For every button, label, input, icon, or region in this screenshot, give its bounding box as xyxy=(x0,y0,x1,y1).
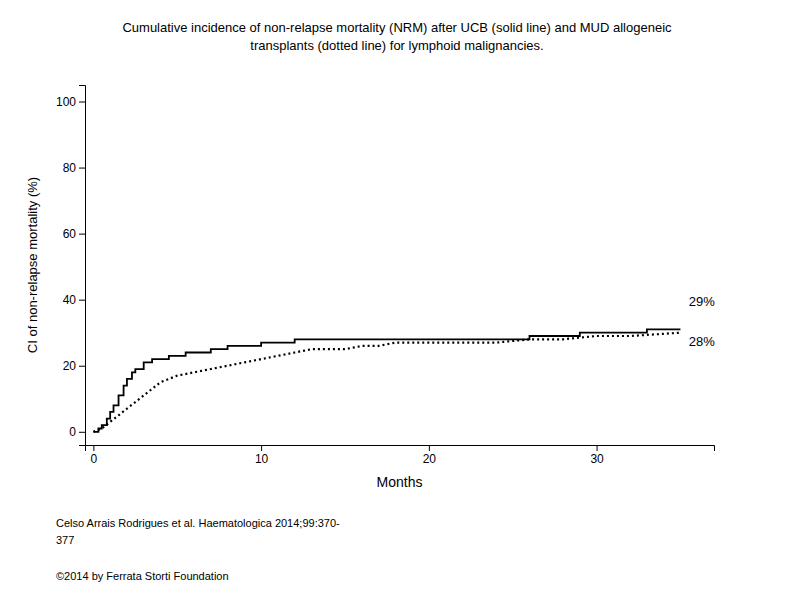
y-axis-label: CI of non-relapse mortality (%) xyxy=(25,177,40,353)
y-tick: 80 xyxy=(63,161,85,175)
x-tick-mark xyxy=(93,445,94,451)
y-axis-line xyxy=(79,86,86,446)
caption: 377 xyxy=(56,534,74,546)
line xyxy=(93,329,680,431)
annotation: 29% xyxy=(689,294,715,309)
x-axis-label: Months xyxy=(377,474,423,490)
title: transplants (dotted line) for lymphoid m… xyxy=(250,38,543,53)
y-tick-mark xyxy=(79,432,85,433)
series-group xyxy=(93,329,680,431)
caption: Celso Arrais Rodrigues et al. Haematolog… xyxy=(56,517,340,529)
x-tick: 20 xyxy=(423,445,437,466)
y-tick: 40 xyxy=(63,293,85,307)
y-tick-label: 20 xyxy=(63,359,77,373)
x-tick-mark xyxy=(429,445,430,451)
y-tick-label: 40 xyxy=(63,293,77,307)
annotation: 28% xyxy=(689,334,715,349)
x-tick-mark xyxy=(261,445,262,451)
chart: Cumulative incidence of non-relapse mort… xyxy=(0,0,794,595)
x-tick-label: 20 xyxy=(423,452,437,466)
y-tick-mark xyxy=(79,102,85,103)
plot: 0 10 20 30 0 20 40 60 80 100 Months CI of non-relap… xyxy=(25,86,715,491)
y-tick: 0 xyxy=(69,425,85,439)
x-tick: 10 xyxy=(255,445,269,466)
title: Cumulative incidence of non-relapse mort… xyxy=(122,20,672,35)
x-tick-mark xyxy=(597,445,598,451)
y-tick-label: 60 xyxy=(63,227,77,241)
y-tick-mark xyxy=(79,300,85,301)
x-tick-label: 10 xyxy=(255,452,269,466)
line xyxy=(93,333,680,432)
y-axis: 0 20 40 60 80 100 xyxy=(56,86,86,446)
y-tick: 100 xyxy=(56,95,85,109)
x-tick: 30 xyxy=(590,445,604,466)
x-tick-label: 0 xyxy=(91,452,98,466)
y-tick-label: 100 xyxy=(56,95,76,109)
y-tick-mark xyxy=(79,168,85,169)
y-tick-mark xyxy=(79,234,85,235)
y-tick: 60 xyxy=(63,227,85,241)
y-tick-mark xyxy=(79,366,85,367)
x-tick-label: 30 xyxy=(590,452,604,466)
x-axis: 0 10 20 30 xyxy=(86,445,715,466)
y-tick-label: 80 xyxy=(63,161,77,175)
x-tick: 0 xyxy=(91,445,98,466)
y-tick: 20 xyxy=(63,359,85,373)
y-tick-label: 0 xyxy=(69,425,76,439)
copyright: ©2014 by Ferrata Storti Foundation xyxy=(56,570,229,582)
x-axis-line xyxy=(86,446,715,452)
